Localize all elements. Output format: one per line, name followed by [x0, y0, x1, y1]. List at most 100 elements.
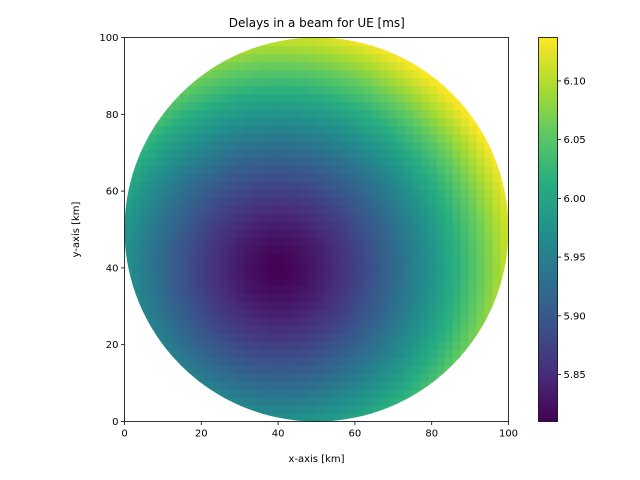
heatmap-cell	[300, 349, 310, 359]
heatmap-cell	[484, 349, 494, 359]
heatmap-cell	[172, 397, 182, 407]
heatmap-cell	[500, 165, 509, 175]
heatmap-cell	[228, 269, 238, 279]
heatmap-cell	[396, 349, 406, 359]
heatmap-cell	[300, 205, 310, 215]
heatmap-cell	[188, 101, 198, 111]
heatmap-cell	[372, 109, 382, 119]
heatmap-cell	[292, 205, 302, 215]
heatmap-cell	[252, 397, 262, 407]
heatmap-cell	[492, 333, 502, 343]
heatmap-cell	[356, 117, 366, 127]
heatmap-cell	[420, 165, 430, 175]
heatmap-cell	[188, 133, 198, 143]
heatmap-cell	[412, 37, 422, 47]
heatmap-cell	[284, 317, 294, 327]
heatmap-cell	[172, 237, 182, 247]
heatmap-cell	[252, 77, 262, 87]
heatmap-cell	[244, 149, 254, 159]
heatmap-cell	[460, 205, 470, 215]
heatmap-cell	[292, 229, 302, 239]
heatmap-cell	[124, 93, 134, 103]
heatmap-cell	[324, 341, 334, 351]
heatmap-cell	[236, 357, 246, 367]
heatmap-cell	[260, 205, 270, 215]
heatmap-cell	[284, 293, 294, 303]
heatmap-cell	[316, 285, 326, 295]
heatmap-cell	[204, 229, 214, 239]
heatmap-cell	[180, 333, 190, 343]
heatmap-cell	[500, 109, 509, 119]
heatmap-cell	[316, 365, 326, 375]
heatmap-cell	[404, 237, 414, 247]
heatmap-cell	[356, 333, 366, 343]
heatmap-cell	[172, 181, 182, 191]
heatmap-cell	[212, 229, 222, 239]
heatmap-cell	[148, 213, 158, 223]
heatmap-cell	[260, 93, 270, 103]
heatmap-cell	[348, 405, 358, 415]
heatmap-cell	[500, 173, 509, 183]
heatmap-cell	[220, 309, 230, 319]
heatmap-cell	[452, 85, 462, 95]
heatmap-cell	[420, 37, 430, 47]
heatmap-cell	[388, 293, 398, 303]
heatmap-cell	[452, 133, 462, 143]
heatmap-cell	[364, 397, 374, 407]
heatmap-cell	[340, 69, 350, 79]
heatmap-cell	[268, 37, 278, 47]
heatmap-cell	[452, 381, 462, 391]
heatmap-cell	[268, 173, 278, 183]
heatmap-cell	[500, 157, 509, 167]
heatmap-cell	[372, 397, 382, 407]
heatmap-cell	[364, 349, 374, 359]
y-tick-label: 100	[99, 33, 118, 44]
heatmap-cell	[404, 381, 414, 391]
heatmap-cell	[156, 205, 166, 215]
heatmap-cell	[212, 37, 222, 47]
heatmap-cell	[492, 165, 502, 175]
heatmap-cell	[364, 261, 374, 271]
heatmap-cell	[436, 349, 446, 359]
heatmap-cell	[228, 405, 238, 415]
heatmap-cell	[404, 197, 414, 207]
heatmap-cell	[244, 85, 254, 95]
heatmap-cell	[188, 309, 198, 319]
heatmap-cell	[284, 85, 294, 95]
heatmap-cell	[348, 157, 358, 167]
heatmap-cell	[140, 405, 150, 415]
heatmap-cell	[332, 413, 342, 422]
heatmap-cell	[188, 317, 198, 327]
heatmap-cell	[260, 333, 270, 343]
heatmap-cell	[364, 389, 374, 399]
heatmap-cell	[420, 357, 430, 367]
heatmap-cell	[484, 277, 494, 287]
heatmap-cell	[484, 317, 494, 327]
heatmap-cell	[196, 269, 206, 279]
heatmap-cell	[316, 389, 326, 399]
heatmap-cell	[324, 77, 334, 87]
heatmap-cell	[492, 197, 502, 207]
heatmap-cell	[404, 133, 414, 143]
heatmap-cell	[124, 117, 134, 127]
heatmap-cell	[428, 261, 438, 271]
heatmap-cell	[292, 373, 302, 383]
heatmap-cell	[132, 365, 142, 375]
heatmap-cell	[436, 365, 446, 375]
heatmap-cell	[324, 109, 334, 119]
heatmap-cell	[372, 157, 382, 167]
heatmap-cell	[444, 101, 454, 111]
heatmap-cell	[140, 237, 150, 247]
heatmap-cell	[228, 133, 238, 143]
heatmap-cell	[188, 157, 198, 167]
heatmap-cell	[348, 141, 358, 151]
heatmap-cell	[340, 181, 350, 191]
heatmap-cell	[172, 389, 182, 399]
heatmap-cell	[420, 133, 430, 143]
heatmap-cell	[468, 189, 478, 199]
heatmap-cell	[148, 197, 158, 207]
heatmap-cell	[404, 45, 414, 55]
heatmap-cell	[356, 157, 366, 167]
heatmap-cell	[476, 325, 486, 335]
heatmap-cell	[188, 221, 198, 231]
